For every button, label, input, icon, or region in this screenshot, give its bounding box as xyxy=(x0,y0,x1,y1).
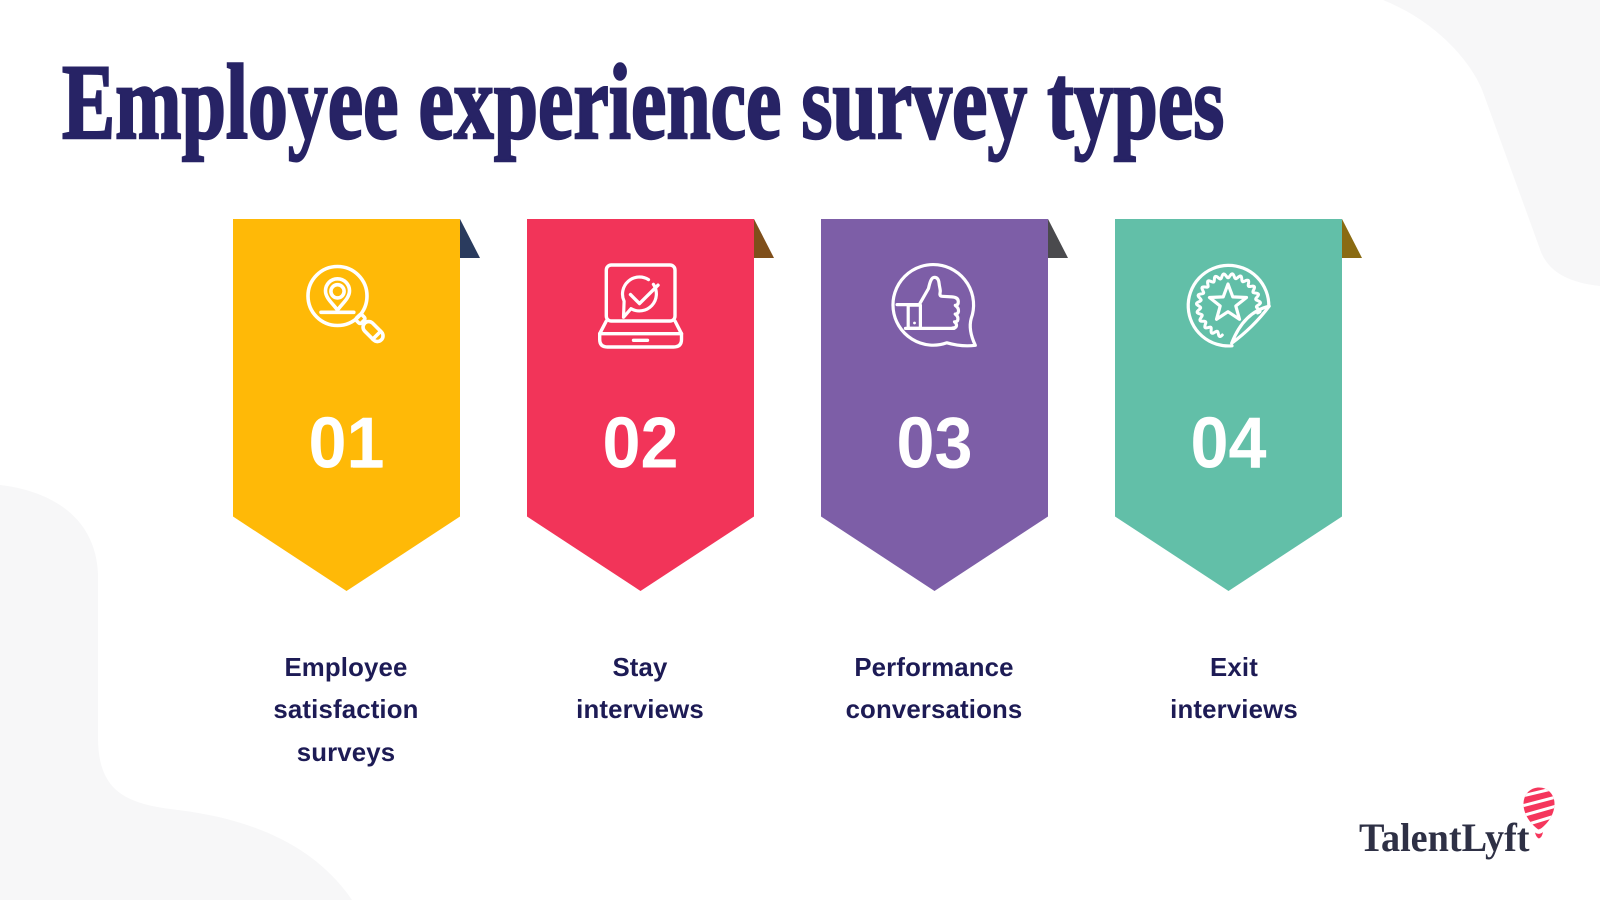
svg-text:01: 01 xyxy=(308,403,384,484)
svg-text:02: 02 xyxy=(602,403,678,484)
svg-text:03: 03 xyxy=(896,403,972,484)
svg-text:04: 04 xyxy=(1190,403,1266,484)
